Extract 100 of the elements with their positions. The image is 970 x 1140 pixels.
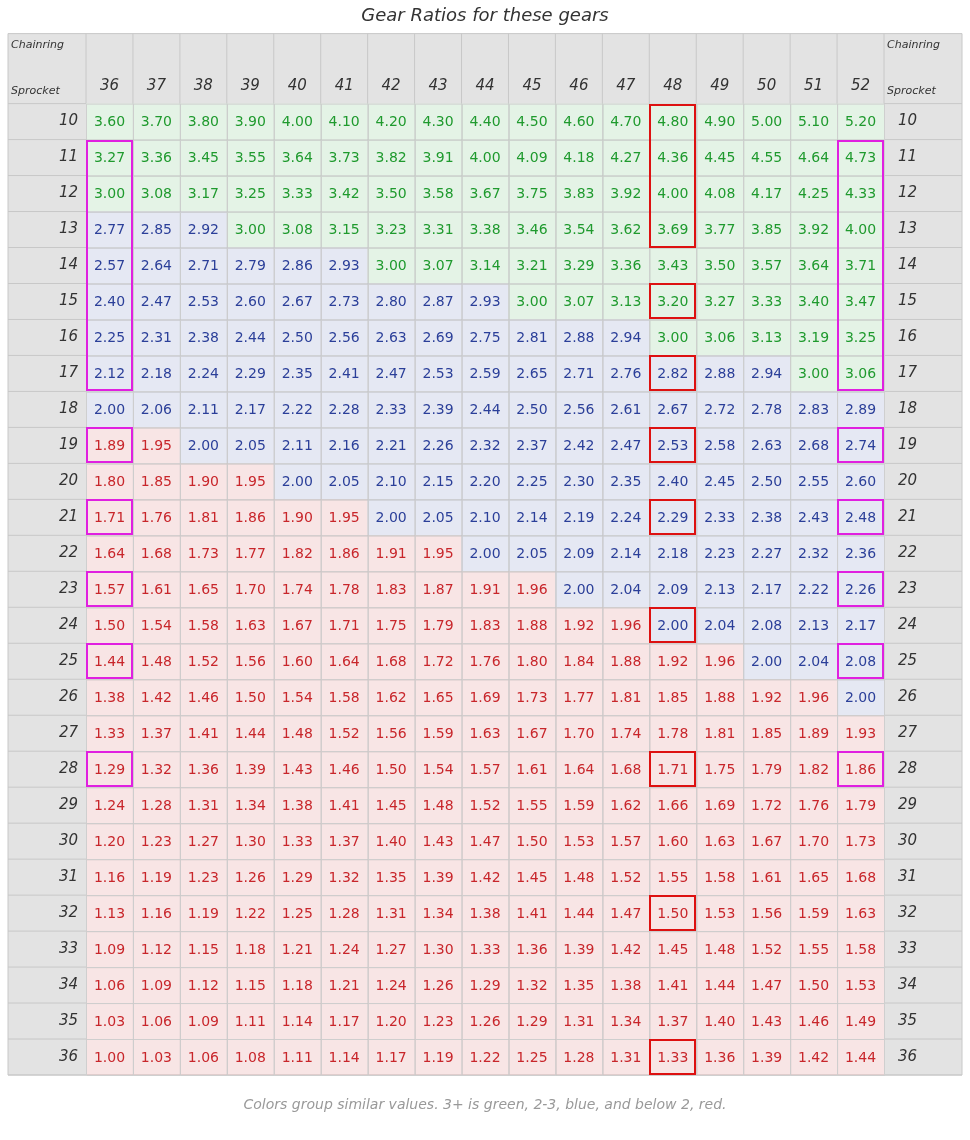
data-label: 2.50	[516, 401, 548, 418]
data-label: 1.18	[281, 976, 313, 993]
data-label: 1.91	[375, 544, 407, 561]
data-label: 1.53	[844, 976, 877, 993]
data-label: 2.71	[563, 365, 595, 382]
data-label: 3.92	[610, 185, 642, 202]
data-label: 1.12	[140, 940, 172, 957]
data-label: 1.85	[657, 688, 689, 705]
data-label: 2.38	[751, 508, 783, 525]
x-tick-label: 47	[616, 76, 636, 95]
data-label: 2.65	[516, 365, 548, 382]
data-label: 1.14	[281, 1012, 313, 1029]
data-label: 3.27	[704, 293, 736, 310]
y-tick-label: 31	[58, 867, 78, 886]
y-tick-label: 21	[58, 507, 78, 526]
data-label: 1.63	[704, 832, 736, 849]
data-label: 2.69	[422, 329, 454, 346]
data-label: 2.63	[751, 437, 783, 454]
data-label: 1.48	[563, 868, 595, 885]
data-label: 2.80	[375, 293, 407, 310]
y2-tick-label: 35	[898, 1010, 918, 1029]
data-label: 1.42	[798, 1048, 830, 1065]
data-label: 3.83	[563, 185, 595, 202]
data-label: 4.50	[516, 113, 548, 130]
data-label: 1.95	[422, 544, 454, 561]
y2-tick-label: 12	[898, 183, 918, 202]
data-label: 2.00	[469, 544, 501, 561]
y-axis-title: Sprocket	[887, 84, 937, 98]
data-label: 1.38	[610, 976, 642, 993]
data-label: 3.60	[93, 113, 126, 130]
data-label: 1.50	[93, 616, 126, 633]
data-label: 1.55	[657, 868, 689, 885]
data-label: 2.57	[93, 257, 126, 274]
data-label: 1.85	[751, 724, 783, 741]
y-tick-label: 32	[58, 902, 78, 921]
data-label: 1.39	[563, 940, 595, 957]
data-label: 1.62	[610, 796, 642, 813]
data-label: 1.40	[704, 1012, 736, 1029]
y-tick-label: 11	[58, 147, 78, 166]
data-label: 1.86	[234, 508, 266, 525]
data-label: 4.27	[610, 149, 642, 166]
data-label: 1.43	[281, 760, 313, 777]
y2-tick-label: 13	[898, 219, 918, 238]
data-label: 1.69	[469, 688, 501, 705]
data-label: 2.32	[469, 437, 501, 454]
data-label: 1.44	[234, 724, 266, 741]
data-label: 1.63	[469, 724, 501, 741]
x-tick-label: 39	[240, 76, 260, 95]
data-label: 3.54	[563, 221, 595, 238]
data-label: 1.36	[516, 940, 548, 957]
data-label: 2.53	[187, 293, 219, 310]
data-label: 1.15	[234, 976, 266, 993]
data-label: 1.81	[610, 688, 642, 705]
y-tick-label: 15	[58, 291, 78, 310]
data-label: 1.22	[469, 1048, 501, 1065]
data-label: 2.85	[140, 221, 172, 238]
data-label: 1.95	[140, 437, 172, 454]
data-label: 2.71	[187, 257, 219, 274]
data-label: 1.60	[657, 832, 689, 849]
data-label: 1.80	[516, 652, 548, 669]
data-label: 1.69	[704, 796, 736, 813]
data-label: 1.32	[516, 976, 548, 993]
data-label: 3.08	[140, 185, 172, 202]
data-label: 2.53	[422, 365, 454, 382]
data-label: 1.37	[328, 832, 360, 849]
x-tick-label: 43	[428, 76, 448, 95]
data-label: 1.71	[657, 760, 689, 777]
data-label: 1.52	[751, 940, 783, 957]
data-label: 1.55	[516, 796, 548, 813]
data-label: 2.53	[657, 437, 689, 454]
data-label: 4.64	[798, 149, 830, 166]
data-label: 4.60	[563, 113, 595, 130]
data-label: 1.68	[844, 868, 877, 885]
data-label: 1.27	[187, 832, 219, 849]
data-label: 1.92	[657, 652, 689, 669]
data-label: 2.40	[93, 293, 126, 310]
data-label: 1.06	[140, 1012, 173, 1029]
data-label: 3.75	[516, 185, 548, 202]
data-label: 1.39	[422, 868, 454, 885]
data-label: 1.11	[281, 1048, 313, 1065]
y-tick-label: 29	[58, 795, 78, 814]
data-label: 1.30	[234, 832, 266, 849]
data-label: 1.29	[93, 760, 126, 777]
text: Colors group similar values. 3+ is green, 2-3, blue, and below 2, red.	[242, 1096, 728, 1112]
data-label: 4.70	[610, 113, 642, 130]
data-label: 4.00	[657, 185, 689, 202]
data-label: 3.29	[563, 257, 595, 274]
data-label: 1.72	[751, 796, 783, 813]
y-tick-label: 27	[58, 723, 79, 742]
data-label: 1.86	[328, 544, 360, 561]
x-tick-label: 44	[475, 76, 495, 95]
data-label: 1.35	[563, 976, 595, 993]
data-label: 1.29	[281, 868, 313, 885]
y-tick-label: 35	[58, 1010, 78, 1029]
data-label: 1.03	[93, 1012, 126, 1029]
data-label: 1.41	[328, 796, 360, 813]
data-label: 1.38	[281, 796, 313, 813]
x-tick-label: 46	[569, 76, 589, 95]
data-label: 1.88	[610, 652, 642, 669]
data-label: 3.73	[328, 149, 360, 166]
